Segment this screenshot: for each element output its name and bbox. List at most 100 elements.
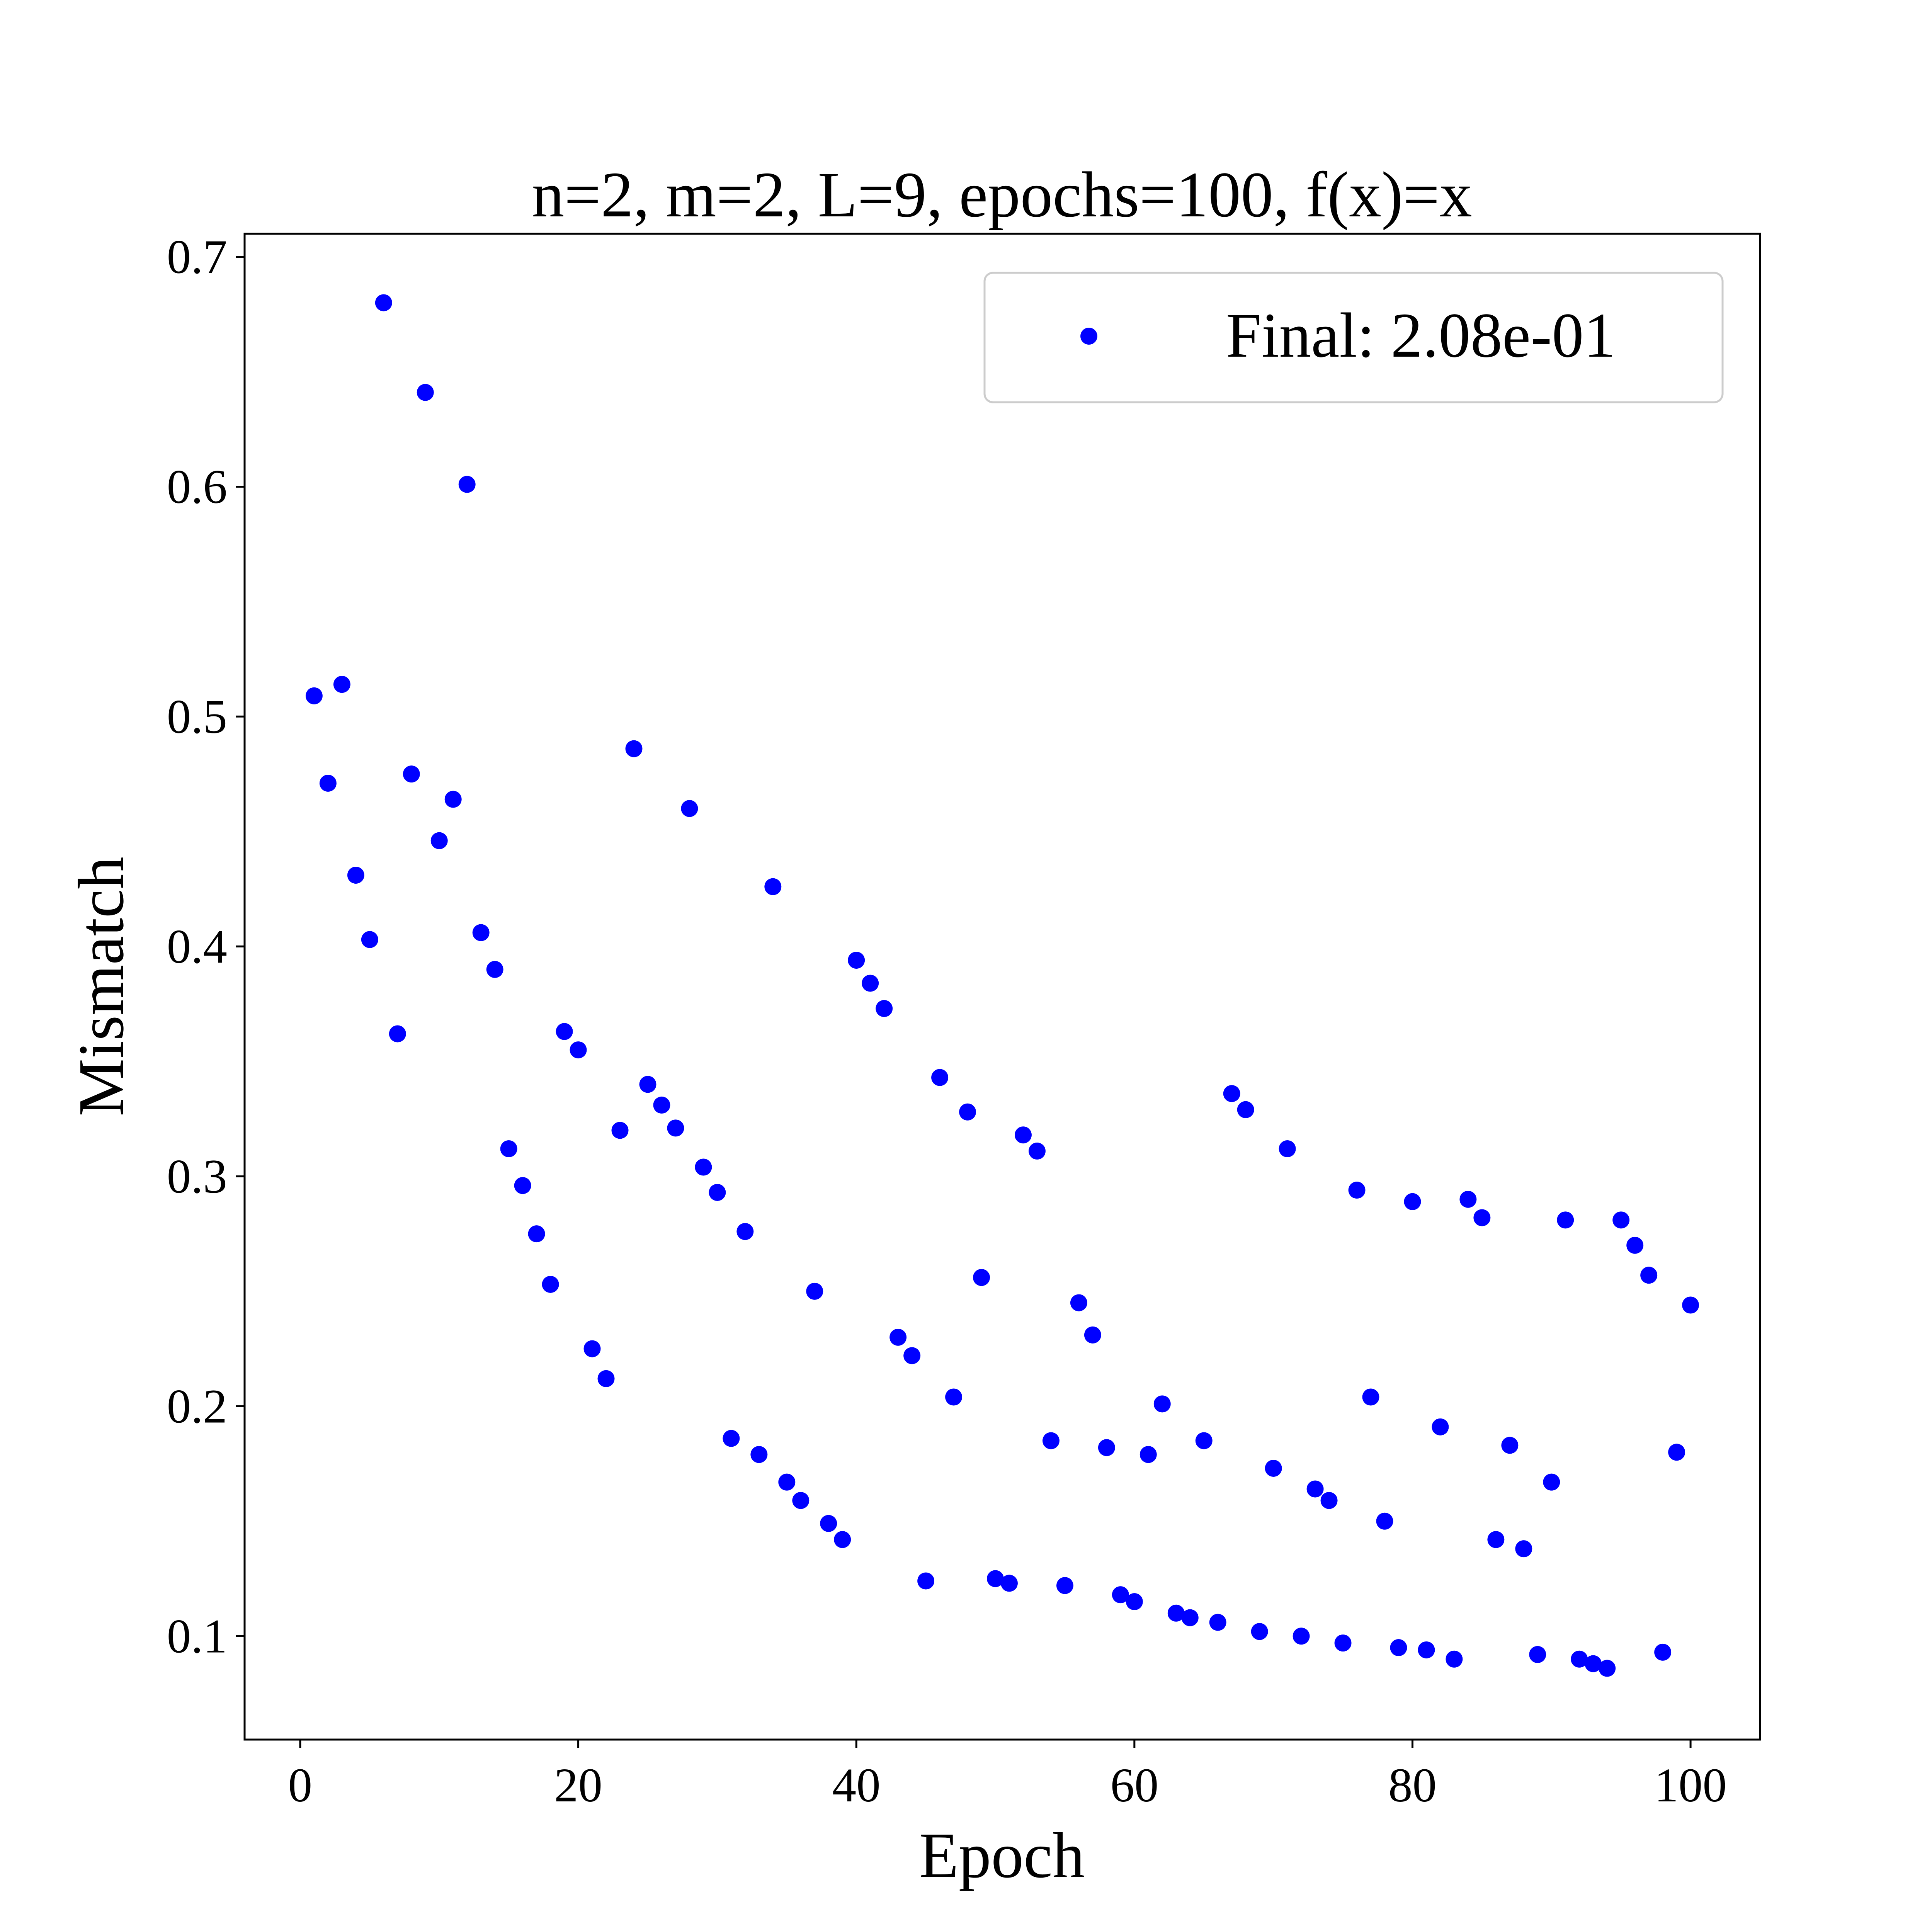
- x-axis-label: Epoch: [919, 1820, 1085, 1891]
- plot-area: 0 20 40 60 80 100 0.1 0.2 0.3 0.4 0.5 0.6 0.7: [167, 230, 1761, 1812]
- data-point: [1473, 1209, 1491, 1226]
- x-tick-label: 80: [1388, 1759, 1437, 1812]
- data-point: [1056, 1577, 1073, 1594]
- data-point: [305, 687, 323, 704]
- data-point: [1112, 1586, 1129, 1604]
- data-point: [1153, 1395, 1171, 1413]
- data-point: [1640, 1267, 1658, 1284]
- data-point: [570, 1041, 587, 1059]
- data-point: [1557, 1211, 1574, 1229]
- x-tick-label: 0: [288, 1759, 313, 1812]
- data-point: [472, 924, 490, 941]
- data-point: [792, 1492, 810, 1509]
- data-point: [1348, 1182, 1366, 1199]
- data-point: [750, 1446, 768, 1463]
- data-point: [1167, 1604, 1185, 1622]
- data-point: [1626, 1236, 1644, 1254]
- data-point: [1612, 1211, 1630, 1229]
- data-point: [1682, 1296, 1699, 1314]
- data-point: [709, 1184, 726, 1201]
- data-point: [1418, 1641, 1435, 1658]
- data-point: [1459, 1190, 1477, 1208]
- data-point: [1501, 1437, 1519, 1454]
- data-point: [639, 1076, 656, 1093]
- data-point: [347, 866, 364, 884]
- data-point: [1446, 1650, 1463, 1668]
- data-point: [1362, 1388, 1379, 1406]
- data-point: [945, 1388, 963, 1406]
- data-point: [1515, 1540, 1532, 1558]
- data-point: [1376, 1512, 1393, 1530]
- x-axis-ticks: 0 20 40 60 80 100: [288, 1740, 1727, 1812]
- data-point: [389, 1025, 406, 1043]
- data-point: [848, 952, 865, 969]
- x-tick-label: 20: [554, 1759, 602, 1812]
- data-point: [736, 1223, 754, 1240]
- data-point: [764, 878, 782, 895]
- data-point: [319, 774, 337, 792]
- data-point: [987, 1570, 1004, 1587]
- y-tick-label: 0.1: [167, 1610, 227, 1663]
- data-point: [1293, 1628, 1310, 1645]
- axes-frame: [243, 233, 1761, 1741]
- data-point: [1237, 1101, 1254, 1118]
- data-point: [556, 1023, 573, 1040]
- data-point: [1529, 1646, 1546, 1663]
- data-point: [806, 1282, 823, 1300]
- y-tick-label: 0.5: [167, 690, 227, 743]
- legend-box: [983, 272, 1724, 403]
- data-point: [1320, 1492, 1338, 1509]
- data-point: [514, 1177, 531, 1194]
- data-point: [1126, 1593, 1143, 1611]
- data-point: [1042, 1432, 1060, 1449]
- data-point: [1390, 1639, 1407, 1656]
- data-point: [695, 1158, 712, 1176]
- data-point: [1251, 1623, 1268, 1640]
- data-point: [625, 740, 643, 757]
- legend: Final: 2.08e-01: [983, 272, 1724, 403]
- data-point: [1195, 1432, 1213, 1449]
- data-point: [1654, 1643, 1672, 1661]
- data-point: [1279, 1140, 1296, 1157]
- data-point: [778, 1473, 796, 1491]
- data-point: [973, 1269, 990, 1286]
- data-point: [834, 1531, 851, 1548]
- data-point: [862, 975, 879, 992]
- data-point: [528, 1225, 545, 1243]
- x-tick-label: 60: [1110, 1759, 1158, 1812]
- data-point: [1000, 1575, 1018, 1592]
- data-point: [959, 1103, 976, 1121]
- data-point: [1543, 1473, 1560, 1491]
- data-point: [889, 1328, 907, 1346]
- data-point: [903, 1347, 921, 1364]
- data-point: [723, 1430, 740, 1447]
- data-points: [305, 294, 1699, 1677]
- data-point: [931, 1069, 949, 1086]
- data-point: [361, 931, 378, 948]
- data-point: [667, 1119, 684, 1137]
- data-point: [1487, 1531, 1505, 1548]
- data-point: [1028, 1142, 1046, 1160]
- data-point: [1265, 1459, 1282, 1477]
- data-point: [1306, 1480, 1324, 1498]
- data-point: [1432, 1418, 1449, 1435]
- y-tick-label: 0.4: [167, 920, 227, 973]
- legend-label: Final: 2.08e-01: [1226, 300, 1616, 371]
- legend-marker: [1080, 328, 1097, 345]
- data-point: [653, 1096, 670, 1114]
- data-point: [403, 765, 420, 783]
- data-point: [1139, 1446, 1157, 1463]
- data-point: [486, 961, 503, 978]
- data-point: [583, 1340, 601, 1357]
- data-point: [917, 1572, 935, 1590]
- data-point: [375, 294, 392, 311]
- data-point: [1585, 1655, 1602, 1672]
- y-axis-label: Mismatch: [65, 857, 137, 1116]
- x-tick-label: 100: [1654, 1759, 1727, 1812]
- data-point: [597, 1370, 615, 1387]
- data-point: [333, 676, 350, 693]
- data-point: [1223, 1085, 1240, 1102]
- data-point: [1014, 1126, 1032, 1144]
- data-point: [876, 1000, 893, 1017]
- data-point: [1599, 1660, 1616, 1677]
